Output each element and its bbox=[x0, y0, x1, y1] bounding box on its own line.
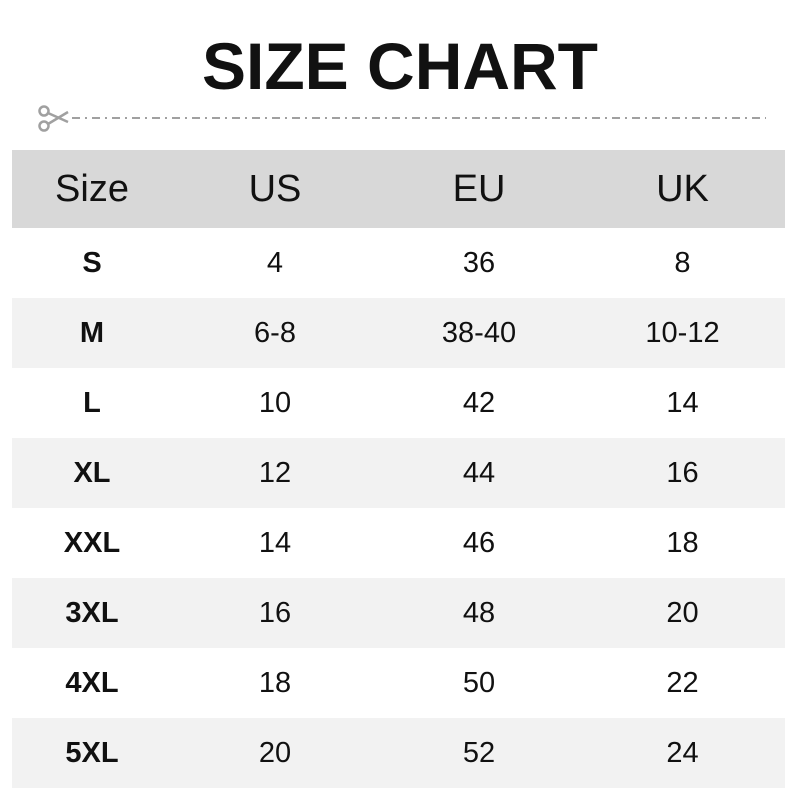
page-title: SIZE CHART bbox=[202, 29, 598, 103]
table-cell: L bbox=[83, 386, 101, 419]
table-cell: XL bbox=[73, 456, 111, 489]
header-eu: EU bbox=[452, 167, 506, 210]
table-cell: 22 bbox=[666, 666, 699, 699]
table-row: M 6-8 38-40 10-12 bbox=[12, 298, 785, 368]
table-cell: 24 bbox=[666, 736, 699, 769]
table-cell: 36 bbox=[462, 246, 496, 279]
table-cell: 20 bbox=[666, 596, 699, 629]
size-table: Size US EU UK S 4 36 8 M 6-8 38-40 10-12 L 10 42 14… bbox=[12, 150, 785, 788]
table-cell: 50 bbox=[462, 666, 496, 699]
table-cell: 20 bbox=[258, 736, 292, 769]
table-row: 5XL 20 52 24 bbox=[12, 718, 785, 788]
table-cell: 42 bbox=[462, 386, 496, 419]
table-cell: 4 bbox=[266, 246, 284, 279]
table-cell: 14 bbox=[258, 526, 292, 559]
table-cell: 8 bbox=[674, 246, 691, 279]
table-cell: 12 bbox=[258, 456, 292, 489]
header-size: Size bbox=[55, 167, 129, 210]
table-cell: 18 bbox=[666, 526, 699, 559]
table-row: 3XL 16 48 20 bbox=[12, 578, 785, 648]
table-row: XL 12 44 16 bbox=[12, 438, 785, 508]
table-header: Size US EU UK bbox=[12, 150, 785, 228]
table-cell: 38-40 bbox=[441, 316, 517, 349]
table-cell: 16 bbox=[258, 596, 292, 629]
table-cell: 14 bbox=[666, 386, 699, 419]
table-cell: 48 bbox=[462, 596, 496, 629]
table-cell: 52 bbox=[462, 736, 496, 769]
table-cell: 10-12 bbox=[645, 316, 720, 349]
table-cell: 16 bbox=[666, 456, 699, 489]
table-cell: 3XL bbox=[65, 596, 119, 629]
table-cell: M bbox=[79, 316, 105, 349]
table-cell: 44 bbox=[462, 456, 496, 489]
header-uk: UK bbox=[656, 167, 709, 210]
cut-line bbox=[38, 105, 766, 132]
table-cell: 6-8 bbox=[254, 316, 296, 349]
table-cell: S bbox=[82, 246, 102, 279]
table-cell: 4XL bbox=[65, 666, 119, 699]
table-cell: 46 bbox=[462, 526, 496, 559]
table-row: S 4 36 8 bbox=[12, 228, 785, 298]
table-row: XXL 14 46 18 bbox=[12, 508, 785, 578]
table-cell: 18 bbox=[258, 666, 292, 699]
table-cell: 10 bbox=[258, 386, 292, 419]
scissors-icon bbox=[38, 105, 69, 132]
table-row: 4XL 18 50 22 bbox=[12, 648, 785, 718]
table-cell: XXL bbox=[63, 526, 121, 559]
table-cell: 5XL bbox=[65, 736, 119, 769]
header-us: US bbox=[248, 167, 302, 210]
table-row: L 10 42 14 bbox=[12, 368, 785, 438]
